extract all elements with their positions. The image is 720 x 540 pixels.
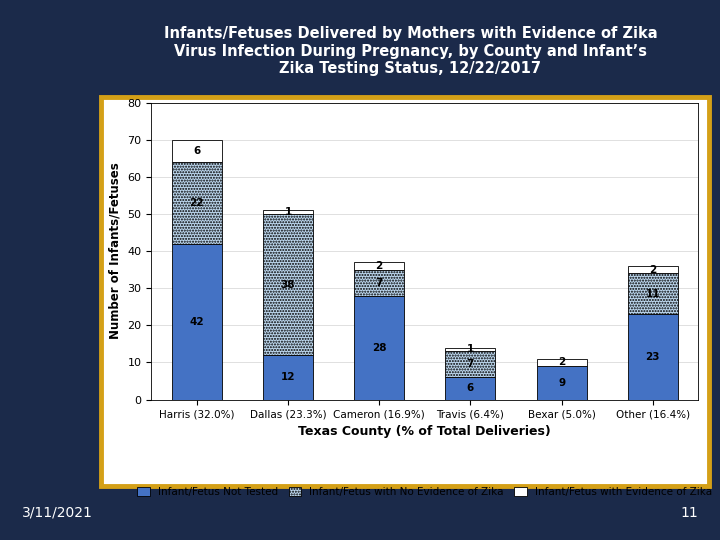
Bar (354, 269, 405, 295)
Text: 9: 9 (558, 378, 565, 388)
Text: Infants/Fetuses Delivered by Mothers with Evidence of Zika
Virus Infection Durin: Infants/Fetuses Delivered by Mothers wit… (163, 26, 657, 76)
Bar (445, 377, 495, 400)
Text: 3/11/2021: 3/11/2021 (22, 506, 92, 520)
Text: 28: 28 (372, 342, 387, 353)
Bar (628, 273, 678, 314)
Bar (536, 366, 587, 400)
Bar (354, 295, 405, 400)
Bar (263, 355, 313, 400)
Text: 11: 11 (646, 289, 660, 299)
Bar (536, 359, 587, 366)
Text: 7: 7 (467, 359, 474, 369)
Text: 6: 6 (467, 383, 474, 394)
Bar (628, 266, 678, 273)
Text: 2: 2 (558, 357, 565, 368)
Text: 2: 2 (376, 261, 383, 271)
Bar (445, 348, 495, 352)
FancyBboxPatch shape (101, 97, 709, 486)
Bar (263, 210, 313, 214)
Bar (354, 262, 405, 269)
Text: 2: 2 (649, 265, 657, 275)
Text: 11: 11 (680, 506, 698, 520)
Bar (171, 162, 222, 244)
Bar (171, 244, 222, 400)
Text: 6: 6 (193, 146, 200, 156)
Text: 1: 1 (284, 207, 292, 217)
Text: 12: 12 (281, 372, 295, 382)
Bar (445, 352, 495, 377)
Bar (171, 140, 222, 162)
Bar (628, 314, 678, 400)
Y-axis label: Number of Infants/Fetuses: Number of Infants/Fetuses (109, 163, 122, 340)
Text: 42: 42 (189, 316, 204, 327)
Text: 22: 22 (189, 198, 204, 208)
Text: 23: 23 (646, 352, 660, 362)
Text: 1: 1 (467, 345, 474, 354)
Bar (263, 214, 313, 355)
X-axis label: Texas County (% of Total Deliveries): Texas County (% of Total Deliveries) (298, 425, 552, 438)
Text: 7: 7 (376, 278, 383, 288)
Text: 38: 38 (281, 280, 295, 289)
Legend: Infant/Fetus Not Tested, Infant/Fetus with No Evidence of Zika, Infant/Fetus wit: Infant/Fetus Not Tested, Infant/Fetus wi… (133, 483, 716, 501)
